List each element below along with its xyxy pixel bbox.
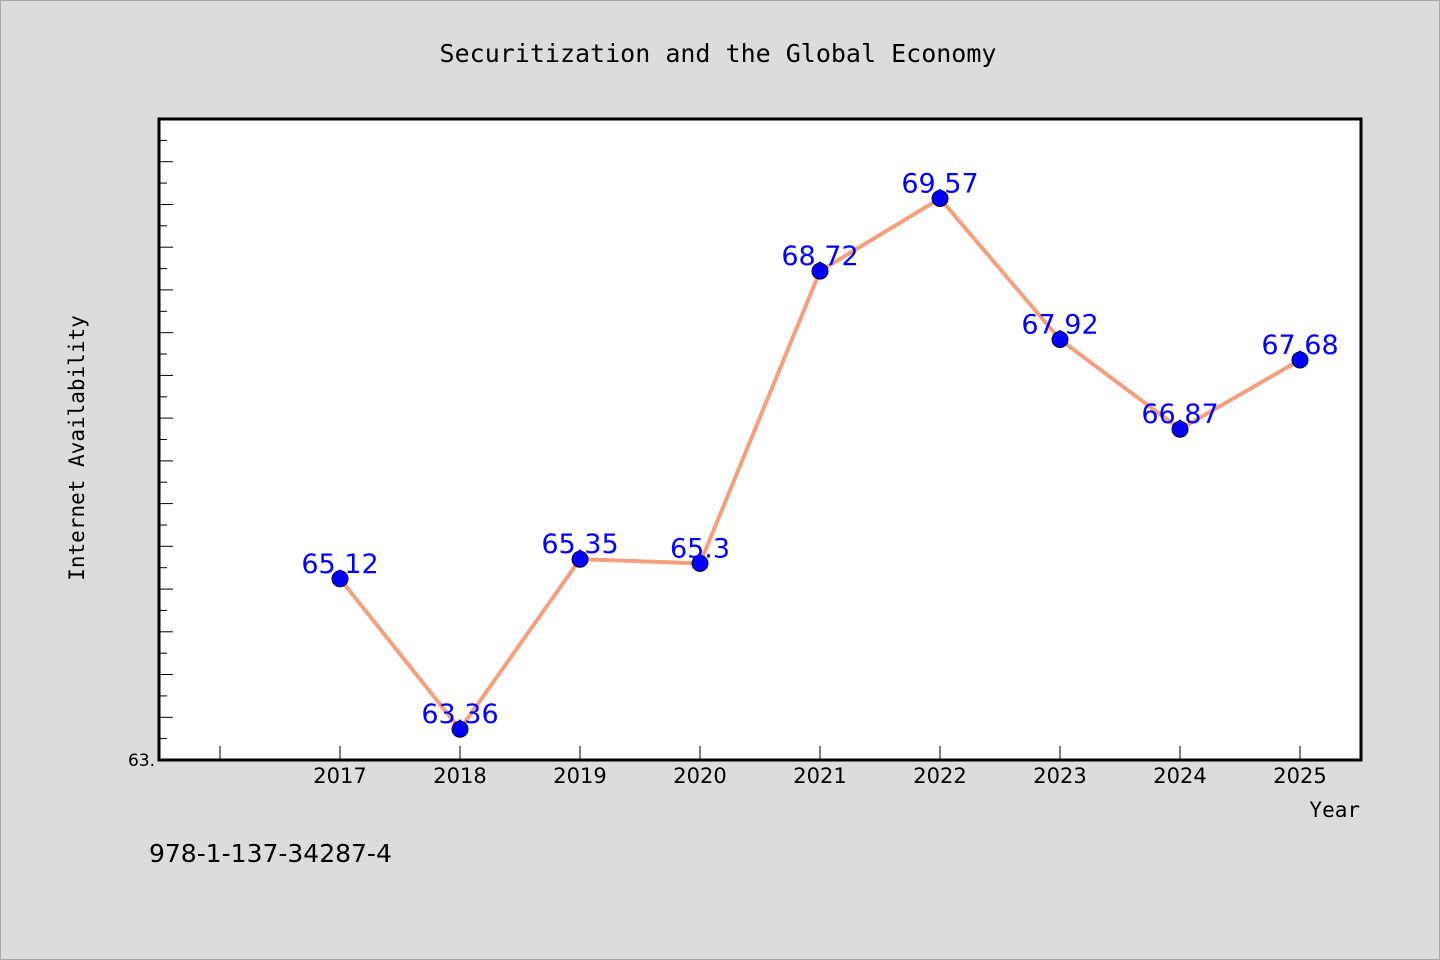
chart-title: Securitization and the Global Economy: [440, 39, 997, 68]
x-tick-label: 2018: [433, 764, 486, 788]
y-axis-title: Internet Availability: [65, 315, 89, 581]
x-tick-label: 2025: [1273, 764, 1326, 788]
data-point: [1171, 420, 1189, 438]
plot-area: [157, 117, 1363, 762]
x-tick-label: 2021: [793, 764, 846, 788]
data-points: [331, 190, 1309, 738]
x-tick-label: 2023: [1033, 764, 1086, 788]
data-label: 65.12: [301, 549, 378, 580]
data-label: 69.57: [901, 169, 978, 200]
data-label: 65.3: [670, 533, 730, 564]
data-label: 66.87: [1141, 399, 1218, 430]
data-label: 67.68: [1261, 330, 1338, 361]
x-axis-tick-labels: 2017 2018 2019 2020 2021 2022 2023 2024 2025: [313, 764, 1326, 788]
x-axis-ticks: [219, 746, 1301, 760]
data-label: 68.72: [781, 241, 858, 272]
x-axis-title: Year: [1309, 798, 1360, 822]
data-point: [811, 262, 829, 280]
data-point: [331, 570, 349, 588]
x-tick-label: 2022: [913, 764, 966, 788]
data-point: [1051, 331, 1069, 348]
data-label: 65.35: [541, 529, 618, 560]
x-tick-label: 2024: [1153, 764, 1206, 788]
data-point: [691, 554, 709, 572]
y-axis-tick-label: 63.: [128, 751, 155, 771]
data-labels: 65.12 63.36 65.35 65.3 68.72 69.57 67.92 66.87 6…: [301, 169, 1338, 731]
x-tick-label: 2019: [553, 764, 606, 788]
data-point: [571, 550, 589, 568]
data-point: [931, 190, 949, 207]
data-label: 63.36: [421, 699, 498, 730]
data-point: [451, 720, 469, 738]
y-axis-ticks: [159, 139, 173, 740]
data-point: [1291, 351, 1309, 369]
x-tick-label: 2017: [313, 764, 366, 788]
x-tick-label: 2020: [673, 764, 726, 788]
data-label: 67.92: [1021, 310, 1098, 341]
footer-isbn: 978-1-137-34287-4: [149, 839, 392, 868]
